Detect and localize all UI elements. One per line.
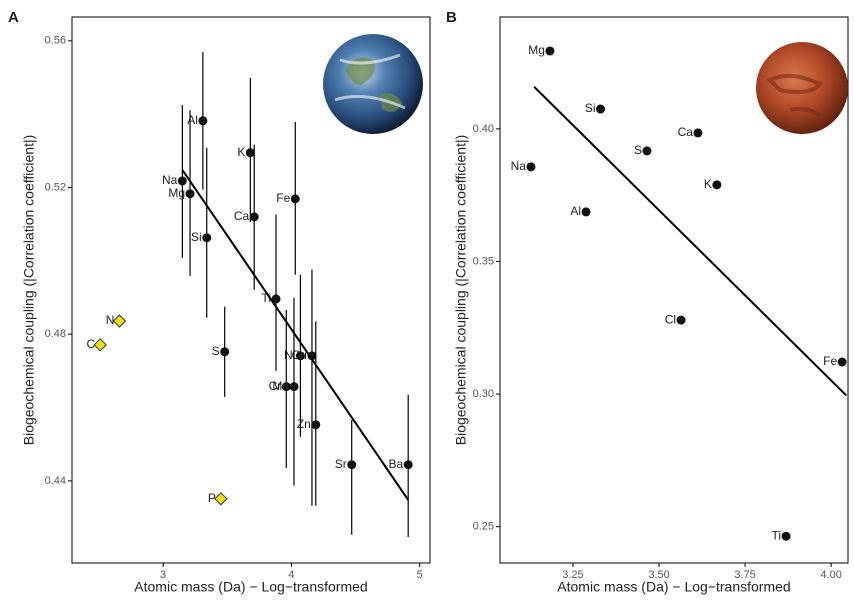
point <box>245 148 255 158</box>
point-label: Mg <box>528 43 545 57</box>
y-tick-label: 0.30 <box>473 388 494 400</box>
y-tick-label: 0.25 <box>473 521 494 533</box>
x-tick-label: 4.00 <box>820 569 841 581</box>
x-tick-label: 3.25 <box>562 569 583 581</box>
point <box>290 194 300 204</box>
y-axis-title: Biogeochemical coupling (|Correlation co… <box>453 135 469 446</box>
point <box>837 357 847 367</box>
point <box>295 351 305 361</box>
point-label: Al <box>570 204 581 218</box>
x-tick-label: 4 <box>288 569 294 581</box>
plot-frame <box>499 16 849 564</box>
point <box>712 180 722 190</box>
point-label: Si <box>585 101 596 115</box>
point-label: Ca <box>678 125 694 139</box>
plot-frame <box>71 16 431 564</box>
point-label: Cu <box>292 348 307 362</box>
point-label: Sr <box>335 457 347 471</box>
point-label: Cl <box>665 312 676 326</box>
point <box>642 146 652 156</box>
x-tick-label: 3.75 <box>734 569 755 581</box>
point <box>676 315 686 325</box>
point-label: Ti <box>261 291 271 305</box>
point <box>781 531 791 541</box>
point <box>249 212 259 222</box>
point <box>311 420 321 430</box>
panel-label: B <box>446 9 457 26</box>
point <box>214 492 228 506</box>
point <box>281 382 291 392</box>
point-label: Zn <box>297 417 311 431</box>
point-label: N <box>106 313 115 327</box>
y-tick-label: 0.35 <box>473 255 494 267</box>
point <box>581 207 591 217</box>
point-label: P <box>208 491 216 505</box>
mars-image <box>756 42 848 134</box>
fit-line <box>181 169 410 501</box>
point <box>347 460 357 470</box>
point <box>112 314 127 328</box>
x-axis-title: Atomic mass (Da) − Log−transformed <box>134 579 367 595</box>
point-label: Mg <box>168 186 185 200</box>
x-tick-label: 3 <box>160 569 166 581</box>
point <box>185 189 195 199</box>
point-label: S <box>212 344 220 358</box>
point-label: K <box>237 145 245 159</box>
point-label: K <box>704 177 712 191</box>
point-label: Ba <box>388 457 403 471</box>
point-label: Ti <box>771 528 781 542</box>
point <box>202 233 212 243</box>
y-axis-title: Biogeochemical coupling (|Correlation co… <box>21 135 37 446</box>
x-tick-label: 3.50 <box>648 569 669 581</box>
point-label: Na <box>511 159 527 173</box>
point <box>693 128 703 138</box>
point-label: Na <box>162 173 178 187</box>
point-label: Ni <box>284 348 295 362</box>
y-tick-label: 0.44 <box>45 475 66 487</box>
point-label: Cr <box>269 379 282 393</box>
point-label: Ca <box>234 209 250 223</box>
point-label: Mn <box>272 379 289 393</box>
point-label: S <box>634 143 642 157</box>
point-label: Si <box>191 230 202 244</box>
point-label: C <box>87 337 96 351</box>
point <box>177 176 187 186</box>
fit-line <box>533 86 847 397</box>
earth-image <box>323 34 423 134</box>
y-tick-label: 0.56 <box>45 35 66 47</box>
x-tick-label: 5 <box>417 569 423 581</box>
point <box>289 382 299 392</box>
point <box>93 338 107 352</box>
point <box>596 104 606 114</box>
y-tick-label: 0.52 <box>45 181 66 193</box>
point-label: Fe <box>823 354 837 368</box>
point-label: Fe <box>276 191 290 205</box>
y-tick-label: 0.48 <box>45 328 66 340</box>
point <box>545 46 555 56</box>
point <box>220 347 230 357</box>
point <box>403 460 413 470</box>
y-tick-label: 0.40 <box>473 123 494 135</box>
point <box>307 351 317 361</box>
point <box>526 162 536 172</box>
point-label: Al <box>187 113 198 127</box>
point <box>271 294 281 304</box>
panel-label: A <box>8 9 19 26</box>
point <box>198 116 208 126</box>
x-axis-title: Atomic mass (Da) − Log−transformed <box>557 579 790 595</box>
